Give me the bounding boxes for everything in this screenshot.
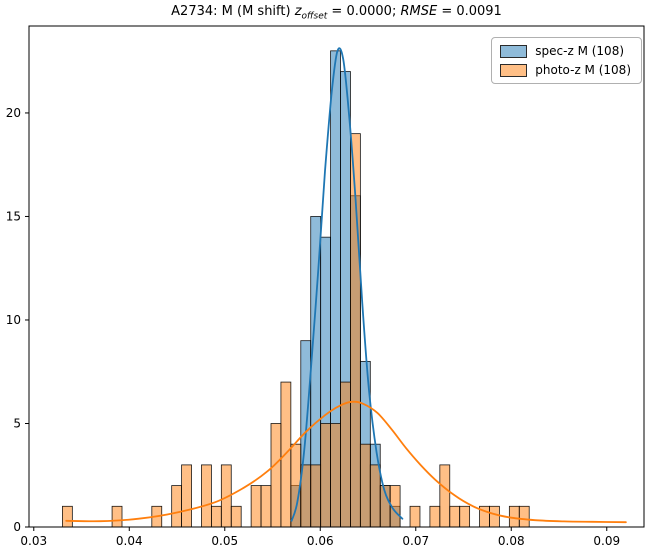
y-tick-label: 10 (6, 313, 21, 327)
histogram-bar (270, 423, 282, 528)
x-tick-label: 0.09 (593, 534, 620, 548)
histogram-bar (171, 485, 182, 528)
chart-title: A2734: M (M shift) zoffset = 0.0000; RMS… (29, 4, 644, 22)
histogram-bar (518, 505, 530, 528)
histogram-bar (230, 505, 242, 528)
legend: spec-z M (108) photo-z M (108) (491, 37, 642, 84)
histogram-bar (201, 464, 212, 528)
legend-label-spec-z: spec-z M (108) (535, 44, 625, 58)
histogram-bar (369, 464, 381, 528)
histogram-bar (409, 505, 421, 528)
histogram-bar (250, 485, 262, 528)
x-tick-label: 0.04 (116, 534, 143, 548)
title-rmse-value: = 0.0091 (437, 4, 502, 19)
title-z-subscript: offset (301, 11, 328, 22)
histogram-bar (449, 505, 461, 528)
histogram-bar (320, 423, 331, 528)
histogram-bar (111, 505, 123, 528)
histogram-bar (489, 505, 500, 528)
x-tick-label: 0.06 (307, 534, 334, 548)
title-z-variable: z (294, 4, 302, 19)
histogram-bar (260, 485, 272, 528)
title-rmse-variable: RMSE (400, 4, 438, 19)
histogram-bar (62, 505, 73, 528)
y-tick-label: 15 (6, 209, 21, 223)
spec-z-swatch-icon (500, 44, 528, 58)
x-tick-label: 0.05 (211, 534, 238, 548)
histogram-bar (181, 464, 192, 528)
x-tick-label: 0.08 (498, 534, 525, 548)
title-text: A2734: M (M shift) (171, 4, 295, 19)
histogram-bar (439, 464, 451, 528)
legend-entry-photo-z: photo-z M (108) (500, 63, 631, 77)
bars-photo-z (62, 133, 530, 528)
histogram-bar (359, 443, 371, 528)
x-tick-label: 0.07 (402, 534, 429, 548)
photo-z-swatch-icon (500, 63, 528, 77)
y-tick-label: 5 (13, 416, 21, 430)
title-z-value: = 0.0000; (327, 4, 401, 19)
histogram-bar (508, 505, 520, 528)
histogram-bar (459, 505, 471, 528)
legend-label-photo-z: photo-z M (108) (535, 63, 631, 77)
x-tick-label: 0.03 (20, 534, 47, 548)
histogram-bar (310, 464, 322, 528)
histogram-bar (210, 505, 222, 528)
y-tick-label: 0 (13, 520, 21, 534)
kde-curve-photo-z (65, 400, 627, 524)
legend-entry-spec-z: spec-z M (108) (500, 44, 631, 58)
axes: 0.03 0.04 0.05 0.06 0.07 0.08 0.09 0 5 10 15 20 (6, 106, 620, 548)
histogram-bar (330, 423, 341, 528)
kde-curve-spec-z (290, 47, 404, 522)
y-tick-label: 20 (6, 106, 21, 120)
histogram-bar (429, 505, 441, 528)
plot-frame (28, 25, 645, 528)
